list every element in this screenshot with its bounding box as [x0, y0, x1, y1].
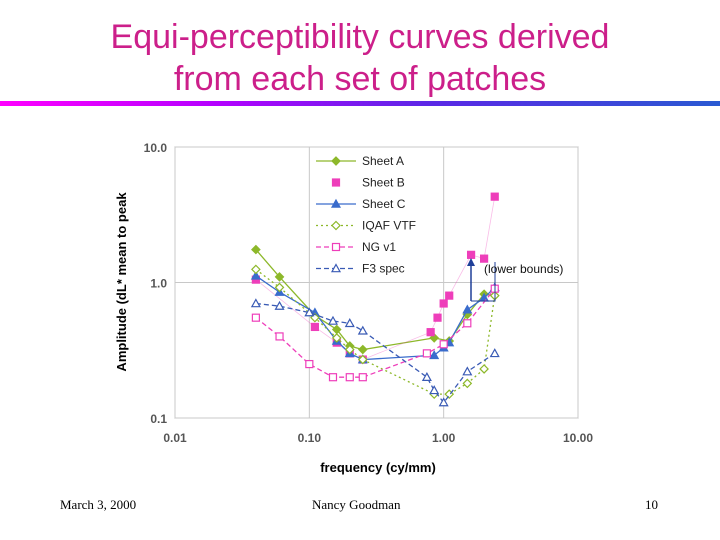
data-point	[331, 156, 341, 166]
annotation-bracket	[471, 262, 496, 302]
data-point	[422, 349, 431, 358]
data-point	[274, 282, 285, 293]
data-point	[462, 366, 473, 376]
data-point	[438, 397, 449, 407]
data-point	[429, 350, 440, 360]
grid	[174, 146, 579, 419]
data-point	[330, 198, 342, 208]
data-point	[345, 373, 354, 382]
y-tick-label: 1.0	[150, 277, 167, 291]
legend-label: Sheet B	[362, 176, 405, 190]
data-point	[274, 300, 285, 310]
annotation-text: (lower bounds)	[484, 262, 563, 276]
legend-label: Sheet C	[362, 197, 406, 211]
legend: Sheet A Sheet B Sheet C IQAF VTF NG v1 F3 spe…	[316, 154, 416, 276]
slide-title-line-1: Equi-perceptibility curves derived	[110, 18, 610, 56]
x-axis-label: frequency (cy/mm)	[320, 460, 436, 475]
y-axis-label: Amplitude (dL* mean to peak	[114, 192, 129, 372]
y-tick-label: 10.0	[144, 141, 168, 155]
data-point	[328, 373, 338, 382]
footer-date: March 3, 2000	[60, 497, 137, 512]
x-tick-label: 0.01	[163, 431, 187, 445]
data-point	[305, 359, 314, 369]
data-point	[251, 264, 261, 275]
legend-label: IQAF VTF	[362, 219, 416, 233]
data-point	[357, 354, 368, 365]
data-point	[462, 378, 473, 389]
legend-label: F3 spec	[362, 262, 405, 276]
data-point	[331, 333, 342, 343]
data-point	[429, 385, 440, 395]
data-point	[344, 344, 355, 355]
data-point	[445, 291, 454, 300]
slide-title-line-2: from each set of patches	[173, 60, 547, 98]
series-f3-spec	[250, 298, 500, 407]
legend-label: Sheet A	[362, 154, 404, 168]
data-point	[490, 192, 499, 201]
x-tick-label: 1.00	[432, 431, 456, 445]
data-point	[479, 364, 489, 374]
data-point	[466, 250, 476, 259]
series-line	[255, 302, 496, 404]
data-point	[331, 220, 341, 231]
data-point	[439, 299, 448, 308]
arrow-head-icon	[467, 258, 475, 266]
data-point	[357, 325, 368, 335]
data-point	[358, 373, 367, 382]
data-point	[327, 315, 339, 325]
legend-label: NG v1	[362, 240, 396, 254]
data-point	[331, 242, 341, 252]
data-point	[330, 263, 342, 273]
data-point	[274, 272, 285, 282]
data-point	[489, 348, 500, 358]
data-point	[250, 270, 261, 280]
title-divider	[0, 101, 720, 106]
annotation-layer: (lower bounds)	[467, 258, 563, 302]
footer-author: Nancy Goodman	[312, 497, 401, 512]
data-point	[310, 322, 319, 332]
data-point	[462, 304, 473, 314]
data-point	[251, 313, 260, 322]
footer-page-number: 10	[645, 497, 658, 512]
series-layer	[250, 192, 500, 407]
data-point	[331, 178, 341, 187]
data-point	[251, 244, 261, 255]
x-tick-label: 10.00	[563, 431, 593, 445]
y-tick-label: 0.1	[150, 412, 167, 426]
data-point	[463, 319, 472, 328]
x-tick-label: 0.10	[298, 431, 322, 445]
series-line	[255, 268, 496, 395]
axes: 0.01 0.10 1.00 10.00 0.1 1.0 10.0	[144, 141, 594, 445]
data-point	[304, 307, 315, 317]
data-point	[439, 340, 448, 349]
data-point	[421, 371, 432, 382]
data-point	[426, 328, 435, 337]
series-ng-v1	[251, 284, 499, 382]
series-line	[255, 288, 496, 378]
data-point	[357, 344, 368, 355]
data-point	[275, 332, 284, 341]
data-point	[250, 298, 261, 308]
data-point	[344, 318, 355, 328]
data-point	[433, 313, 442, 322]
data-point	[480, 254, 489, 263]
